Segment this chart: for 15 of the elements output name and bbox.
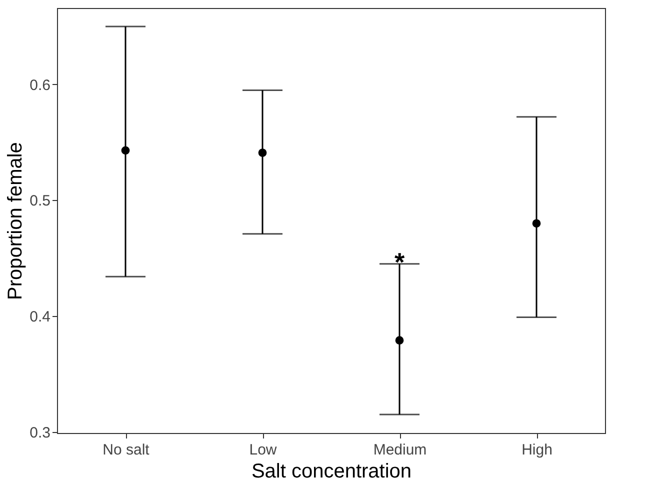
point <box>395 336 404 345</box>
annotation: * <box>394 246 406 277</box>
y-tick-label: 0.6 <box>30 76 50 94</box>
x-axis-title: Salt concentration <box>251 460 412 482</box>
x-tick-label: High <box>522 442 552 458</box>
point <box>258 148 267 157</box>
point <box>121 146 130 155</box>
y-tick-label: 0.5 <box>30 192 50 210</box>
point <box>532 219 541 228</box>
y-tick-label: 0.3 <box>30 424 50 442</box>
x-tick-label: No salt <box>102 442 150 458</box>
y-axis-title: Proportion female <box>4 142 27 300</box>
x-tick-label: Low <box>249 442 277 458</box>
x-tick-label: Medium <box>373 442 427 458</box>
y-tick-label: 0.4 <box>30 308 50 326</box>
